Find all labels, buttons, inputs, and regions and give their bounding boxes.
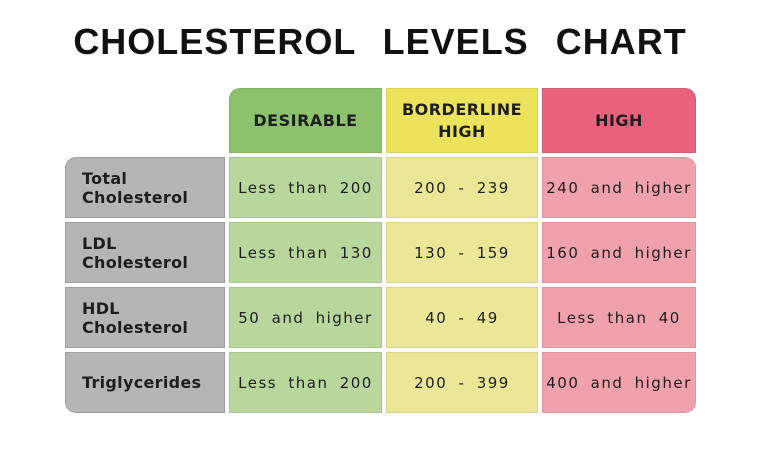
row-label-triglycerides: Triglycerides (65, 352, 225, 413)
page-title: CHOLESTEROL LEVELS CHART (73, 21, 687, 62)
cholesterol-table: DESIRABLE BORDERLINE HIGH HIGH Total Cho… (65, 88, 696, 413)
cell-total-borderline: 200 - 239 (386, 157, 538, 218)
row-label-total-cholesterol: Total Cholesterol (65, 157, 225, 218)
column-header-desirable: DESIRABLE (229, 88, 382, 153)
cell-total-high: 240 and higher (542, 157, 696, 218)
cell-ldl-high: 160 and higher (542, 222, 696, 283)
cell-total-desirable: Less than 200 (229, 157, 382, 218)
cell-triglycerides-borderline: 200 - 399 (386, 352, 538, 413)
cell-hdl-high: Less than 40 (542, 287, 696, 348)
cell-hdl-desirable: 50 and higher (229, 287, 382, 348)
cell-triglycerides-high: 400 and higher (542, 352, 696, 413)
row-label-hdl-cholesterol: HDL Cholesterol (65, 287, 225, 348)
row-label-ldl-cholesterol: LDL Cholesterol (65, 222, 225, 283)
cell-triglycerides-desirable: Less than 200 (229, 352, 382, 413)
cell-hdl-borderline: 40 - 49 (386, 287, 538, 348)
cell-ldl-desirable: Less than 130 (229, 222, 382, 283)
column-header-borderline-high: BORDERLINE HIGH (386, 88, 538, 153)
table-corner-spacer (65, 88, 225, 153)
cell-ldl-borderline: 130 - 159 (386, 222, 538, 283)
column-header-high: HIGH (542, 88, 696, 153)
